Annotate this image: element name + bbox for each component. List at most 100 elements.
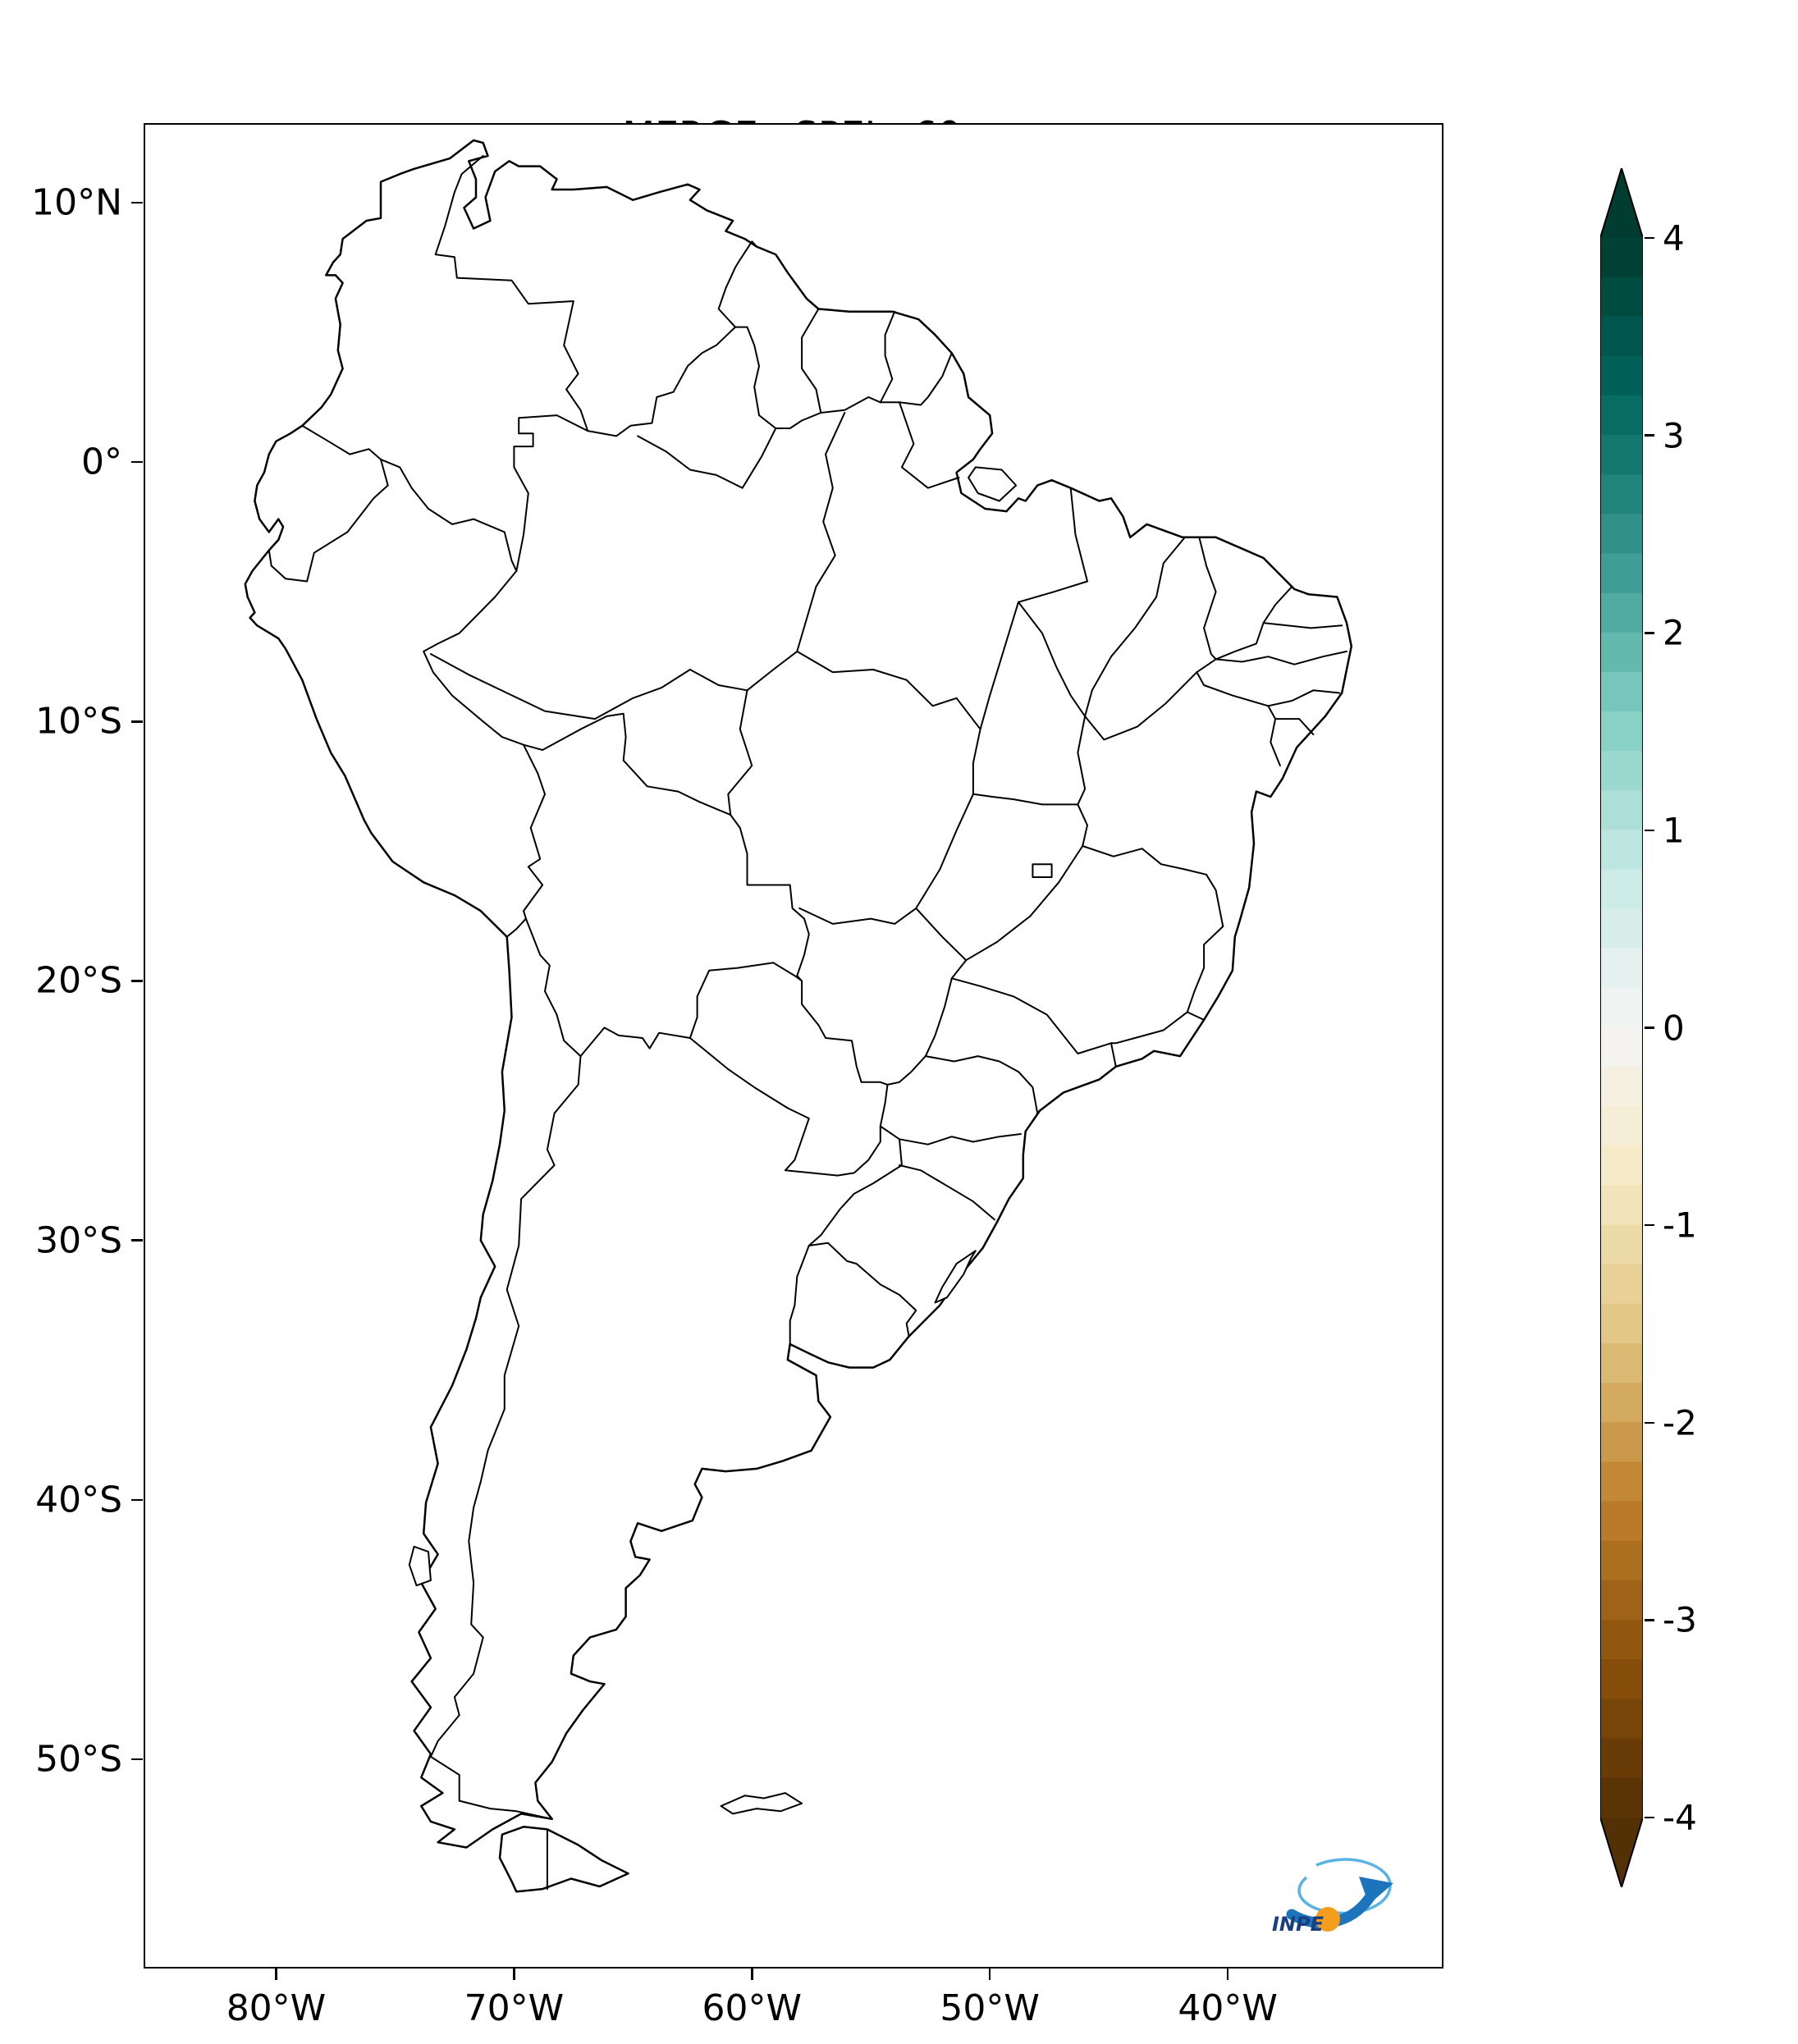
map-state-mg-go	[950, 845, 1084, 980]
colorbar-segment	[1600, 830, 1643, 871]
map-state-am-pa	[796, 412, 846, 652]
colorbar-tick-label: 3	[1663, 415, 1685, 456]
map-state-ba-go	[1077, 803, 1088, 847]
map-border-guyana-suriname	[801, 308, 822, 414]
map-border-brazil-argentina	[807, 1125, 903, 1246]
y-tick-label: 10°N	[31, 181, 122, 224]
colorbar-segment	[1600, 632, 1643, 673]
map-state-ms-pr	[886, 1055, 926, 1086]
colorbar-segment	[1600, 1383, 1643, 1424]
colorbar-segment	[1600, 908, 1643, 949]
map-state-go-mt	[915, 793, 974, 909]
colorbar-tick-label: -2	[1663, 1402, 1697, 1443]
colorbar-segment	[1600, 1422, 1643, 1463]
colorbar-segment	[1600, 514, 1643, 555]
y-tick-mark	[131, 980, 143, 982]
colorbar-segment	[1600, 1619, 1643, 1661]
colorbar-tick-mark	[1645, 829, 1654, 832]
map-state-ce-rn	[1262, 585, 1293, 624]
logo-text: INPE	[1272, 1913, 1324, 1936]
map-state-pi-ba	[1084, 671, 1198, 741]
colorbar-tick-label: -1	[1663, 1205, 1697, 1246]
map-border-guyana-brazil	[734, 326, 822, 429]
x-tick-mark	[988, 1969, 991, 1980]
map-border-colombia-ecuador	[301, 424, 382, 460]
x-tick-label: 50°W	[940, 1987, 1040, 2029]
map-border-bolivia-argentina	[579, 1027, 691, 1058]
map-state-ma-to	[1018, 601, 1087, 717]
colorbar-segment	[1600, 1659, 1643, 1700]
colorbar-segment	[1600, 711, 1643, 752]
map-state-ma-pi	[1084, 536, 1186, 717]
y-tick-mark	[131, 460, 143, 464]
colorbar-segment	[1600, 396, 1643, 437]
map-state-mg-sp	[950, 977, 1112, 1054]
x-tick-mark	[275, 1969, 277, 1980]
map-state-ap-pa	[899, 401, 960, 489]
colorbar-tick-label: 2	[1663, 612, 1685, 653]
colorbar-tick-mark	[1645, 1816, 1654, 1819]
colorbar-tick-label: -4	[1663, 1797, 1697, 1838]
map-state-pi-ce	[1198, 536, 1217, 661]
map-state-ms-sp	[924, 977, 953, 1058]
map-chiloe-island	[408, 1545, 432, 1587]
map-state-df	[1032, 863, 1053, 878]
y-tick-mark	[131, 720, 143, 723]
map-marajo-island	[968, 466, 1018, 502]
map-border-venezuela-brazil	[587, 326, 736, 437]
colorbar-segment	[1600, 1264, 1643, 1305]
map-border-paraguay-argentina	[689, 1037, 881, 1177]
colorbar-extend-min	[1600, 1818, 1643, 1887]
logo-orange-dot-icon	[1315, 1907, 1340, 1932]
map-border-colombia-venezuela	[434, 154, 589, 432]
logo-swirl-icon	[1297, 1858, 1392, 1915]
map-border-bolivia-paraguay	[689, 962, 803, 1039]
map-border-ecuador-peru	[268, 458, 389, 583]
colorbar-segment	[1600, 1777, 1643, 1818]
colorbar-segment	[1600, 948, 1643, 989]
map-state-rr-am	[637, 428, 777, 489]
colorbar-segment	[1600, 751, 1643, 792]
x-tick-label: 70°W	[464, 1987, 565, 2029]
x-tick-label: 60°W	[702, 1987, 803, 2029]
y-tick-label: 50°S	[35, 1738, 122, 1781]
logo-arrowhead-icon	[1359, 1877, 1393, 1905]
colorbar-segment	[1600, 1106, 1643, 1147]
map-border-argentina-uruguay	[789, 1245, 810, 1346]
colorbar-segment	[1600, 1027, 1643, 1068]
colorbar-segment	[1600, 1067, 1643, 1108]
map-border-peru-chile	[506, 917, 527, 938]
colorbar-segment	[1600, 474, 1643, 515]
colorbar-segment	[1600, 1303, 1643, 1345]
map-state-to-go	[972, 793, 1079, 806]
map-border-chile-argentina	[429, 1055, 582, 1820]
x-tick-mark	[751, 1969, 753, 1980]
x-tick-label: 80°W	[226, 1987, 327, 2029]
map-state-ba-mg	[1082, 845, 1224, 927]
colorbar-segment	[1600, 1185, 1643, 1226]
map-border-brazil-paraguay	[801, 980, 889, 1127]
colorbar-segment	[1600, 1501, 1643, 1542]
map-state-se-ba	[1270, 718, 1281, 766]
colorbar-tick-label: 0	[1663, 1008, 1685, 1048]
colorbar-tick-mark	[1645, 632, 1654, 634]
map-state-al-se	[1274, 718, 1315, 736]
inpe-logo: INPE	[1267, 1849, 1413, 1944]
colorbar-segment	[1600, 1145, 1643, 1187]
map-border-suriname-guiana	[879, 310, 896, 404]
map-border-brazil-uruguay	[807, 1241, 917, 1338]
map-state-araguaia-line	[972, 601, 1019, 795]
inpe-logo-graphic: INPE	[1272, 1858, 1393, 1936]
colorbar-segment	[1600, 1738, 1643, 1779]
colorbar: 4 3 2 1 0 -1 -2 -3 -4	[1599, 165, 1789, 1891]
map-border-colombia-brazil	[513, 414, 589, 572]
colorbar-segment	[1600, 1540, 1643, 1581]
y-tick-label: 20°S	[35, 959, 122, 1002]
map-plot-area: 80°W 70°W 60°W 50°W 40°W 10°N 0° 10°S 20°S 30°S 4…	[31, 123, 1443, 2029]
map-state-pi-pe	[1196, 658, 1217, 674]
colorbar-segment	[1600, 987, 1643, 1029]
colorbar-tick-mark	[1645, 1619, 1654, 1621]
map-state-pe-ba	[1196, 671, 1270, 707]
map-border-colombia-peru	[380, 458, 518, 572]
